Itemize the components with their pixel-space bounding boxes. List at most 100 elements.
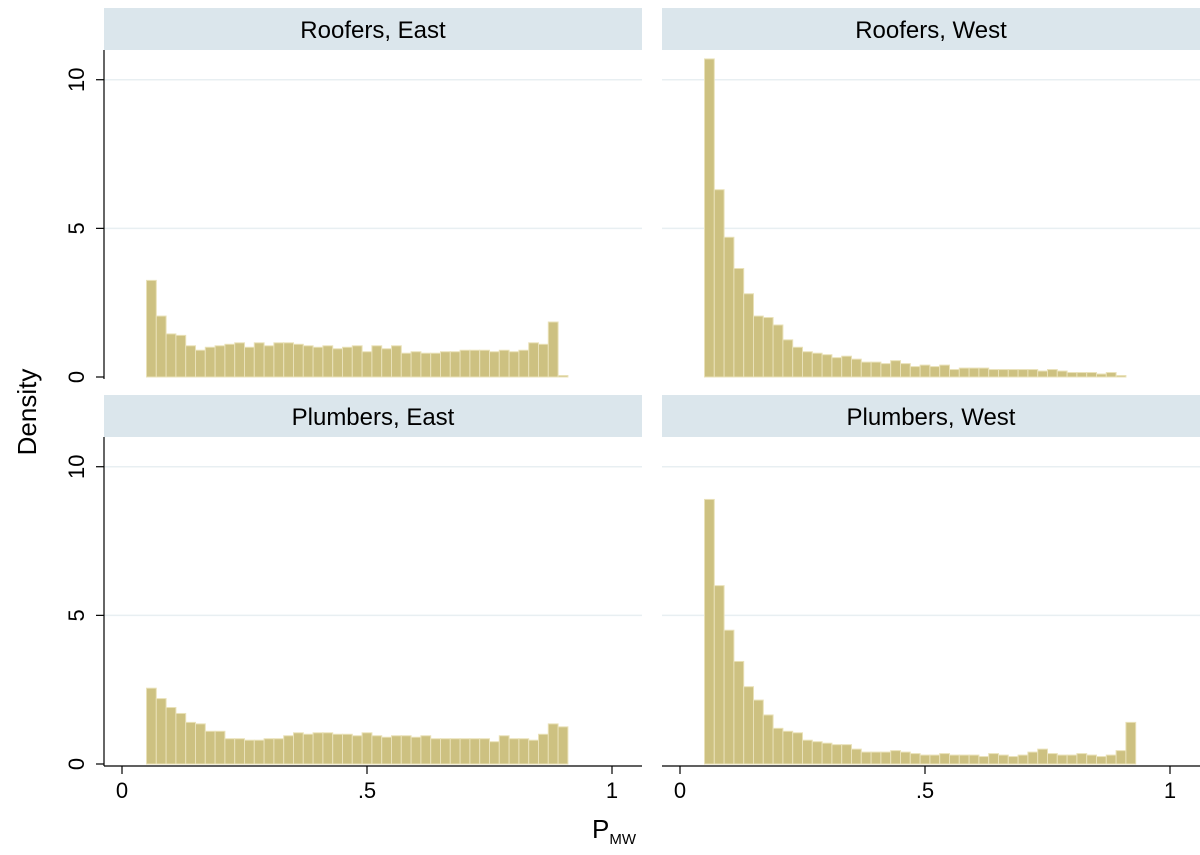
histogram-bar	[1056, 370, 1068, 378]
histogram-bar	[155, 698, 167, 765]
histogram-bar	[244, 739, 255, 765]
histogram-bar	[929, 754, 941, 765]
histogram-bar	[978, 756, 990, 765]
histogram-bar	[939, 753, 951, 765]
histogram-bar	[342, 346, 353, 378]
histogram-bar	[782, 730, 794, 765]
panel-1: Roofers, East 0 5 10	[64, 8, 642, 383]
x-tick-label: 0	[116, 778, 128, 803]
histogram-bar	[185, 721, 196, 765]
histogram-bar	[518, 349, 530, 378]
histogram-bar	[870, 751, 882, 765]
histogram-bar	[283, 735, 295, 765]
histogram-bar	[1007, 369, 1019, 378]
histogram-bar	[1105, 372, 1117, 378]
histogram-bar	[841, 355, 853, 378]
histogram-bar	[204, 346, 216, 378]
x-axis-title-subscript: MW	[609, 831, 636, 848]
histogram-bar	[547, 723, 559, 765]
histogram-bar	[479, 738, 491, 765]
histogram-bar	[704, 58, 715, 378]
histogram-bar	[175, 712, 187, 765]
histogram-bar	[1037, 748, 1048, 765]
histogram-bar	[733, 267, 745, 378]
y-tick-label: 10	[64, 67, 89, 91]
histogram-bar	[1086, 372, 1097, 378]
histogram-bar	[802, 739, 813, 765]
histogram-bar	[762, 317, 774, 378]
histogram-bar	[518, 738, 530, 765]
histogram-bar	[273, 738, 285, 765]
histogram-bar	[459, 738, 471, 765]
histogram-bar	[175, 334, 187, 378]
histogram-bar	[929, 366, 941, 378]
histogram-bar	[322, 345, 334, 378]
histogram-bar	[811, 352, 823, 378]
histogram-bar	[723, 629, 735, 765]
histogram-bar	[1125, 721, 1137, 765]
histogram-bar	[958, 754, 970, 765]
histogram-bar	[410, 351, 422, 378]
panel-3: Plumbers, East 0 5 10 0 .5 1	[64, 395, 642, 803]
x-axis-title-main: P	[592, 814, 609, 844]
histogram-bar	[1086, 754, 1097, 765]
histogram-bar	[880, 363, 892, 378]
histogram-bar	[234, 738, 245, 765]
y-tick-label: 0	[64, 758, 89, 770]
panel-title: Plumbers, East	[292, 404, 455, 431]
histogram-bar	[968, 367, 980, 378]
x-tick-label: 0	[674, 778, 686, 803]
histogram-bar	[293, 343, 304, 378]
histogram-bar	[361, 351, 373, 378]
histogram-bar	[900, 363, 911, 378]
histogram-bar	[1076, 372, 1088, 378]
histogram-bar	[831, 744, 843, 765]
panel-strip	[104, 8, 642, 50]
histogram-bar	[713, 585, 725, 765]
histogram-bar	[449, 351, 461, 378]
histogram-bar	[860, 751, 872, 765]
histogram-bar	[361, 732, 373, 765]
histogram-bar	[1007, 756, 1019, 765]
histogram-bar	[381, 736, 393, 765]
x-tick-label: 1	[1164, 778, 1176, 803]
histogram-bar	[713, 189, 725, 378]
x-tick-label: .5	[358, 778, 376, 803]
histogram-bar	[704, 498, 715, 765]
histogram-bar	[479, 349, 491, 378]
histogram-bar	[851, 748, 862, 765]
histogram-bar	[811, 741, 823, 765]
panel-title: Roofers, East	[300, 17, 446, 44]
panel-2: Roofers, West	[662, 8, 1200, 378]
histogram-bar	[528, 342, 540, 378]
histogram-bar	[528, 739, 540, 765]
histogram-bar	[165, 707, 177, 765]
histogram-bar	[1115, 750, 1127, 765]
histogram-bar	[919, 364, 931, 378]
histogram-bar	[440, 351, 451, 378]
histogram-bar	[909, 753, 921, 765]
histogram-bar	[743, 686, 755, 765]
histogram-bar	[557, 375, 569, 378]
histogram-bar	[146, 279, 157, 378]
x-axis-title: PMW	[592, 814, 637, 848]
y-axis-title: Density	[12, 369, 42, 456]
histogram-bar	[391, 735, 402, 765]
histogram-bar	[1096, 756, 1107, 765]
histogram-bar	[860, 361, 872, 378]
histogram-bar	[302, 345, 314, 378]
histogram-bar	[332, 733, 344, 765]
histogram-bar	[1027, 369, 1039, 378]
histogram-bar	[792, 346, 804, 378]
histogram-bar	[430, 738, 442, 765]
histogram-bar	[900, 751, 911, 765]
histogram-bar	[430, 352, 442, 378]
histogram-bar	[1115, 375, 1127, 378]
histogram-bar	[949, 369, 960, 378]
histogram-bar	[293, 732, 304, 765]
histogram-bar	[723, 236, 735, 378]
histogram-bar	[547, 321, 559, 378]
histogram-bar	[214, 730, 226, 765]
histogram-bar	[762, 714, 774, 765]
histogram-bar	[743, 293, 755, 378]
